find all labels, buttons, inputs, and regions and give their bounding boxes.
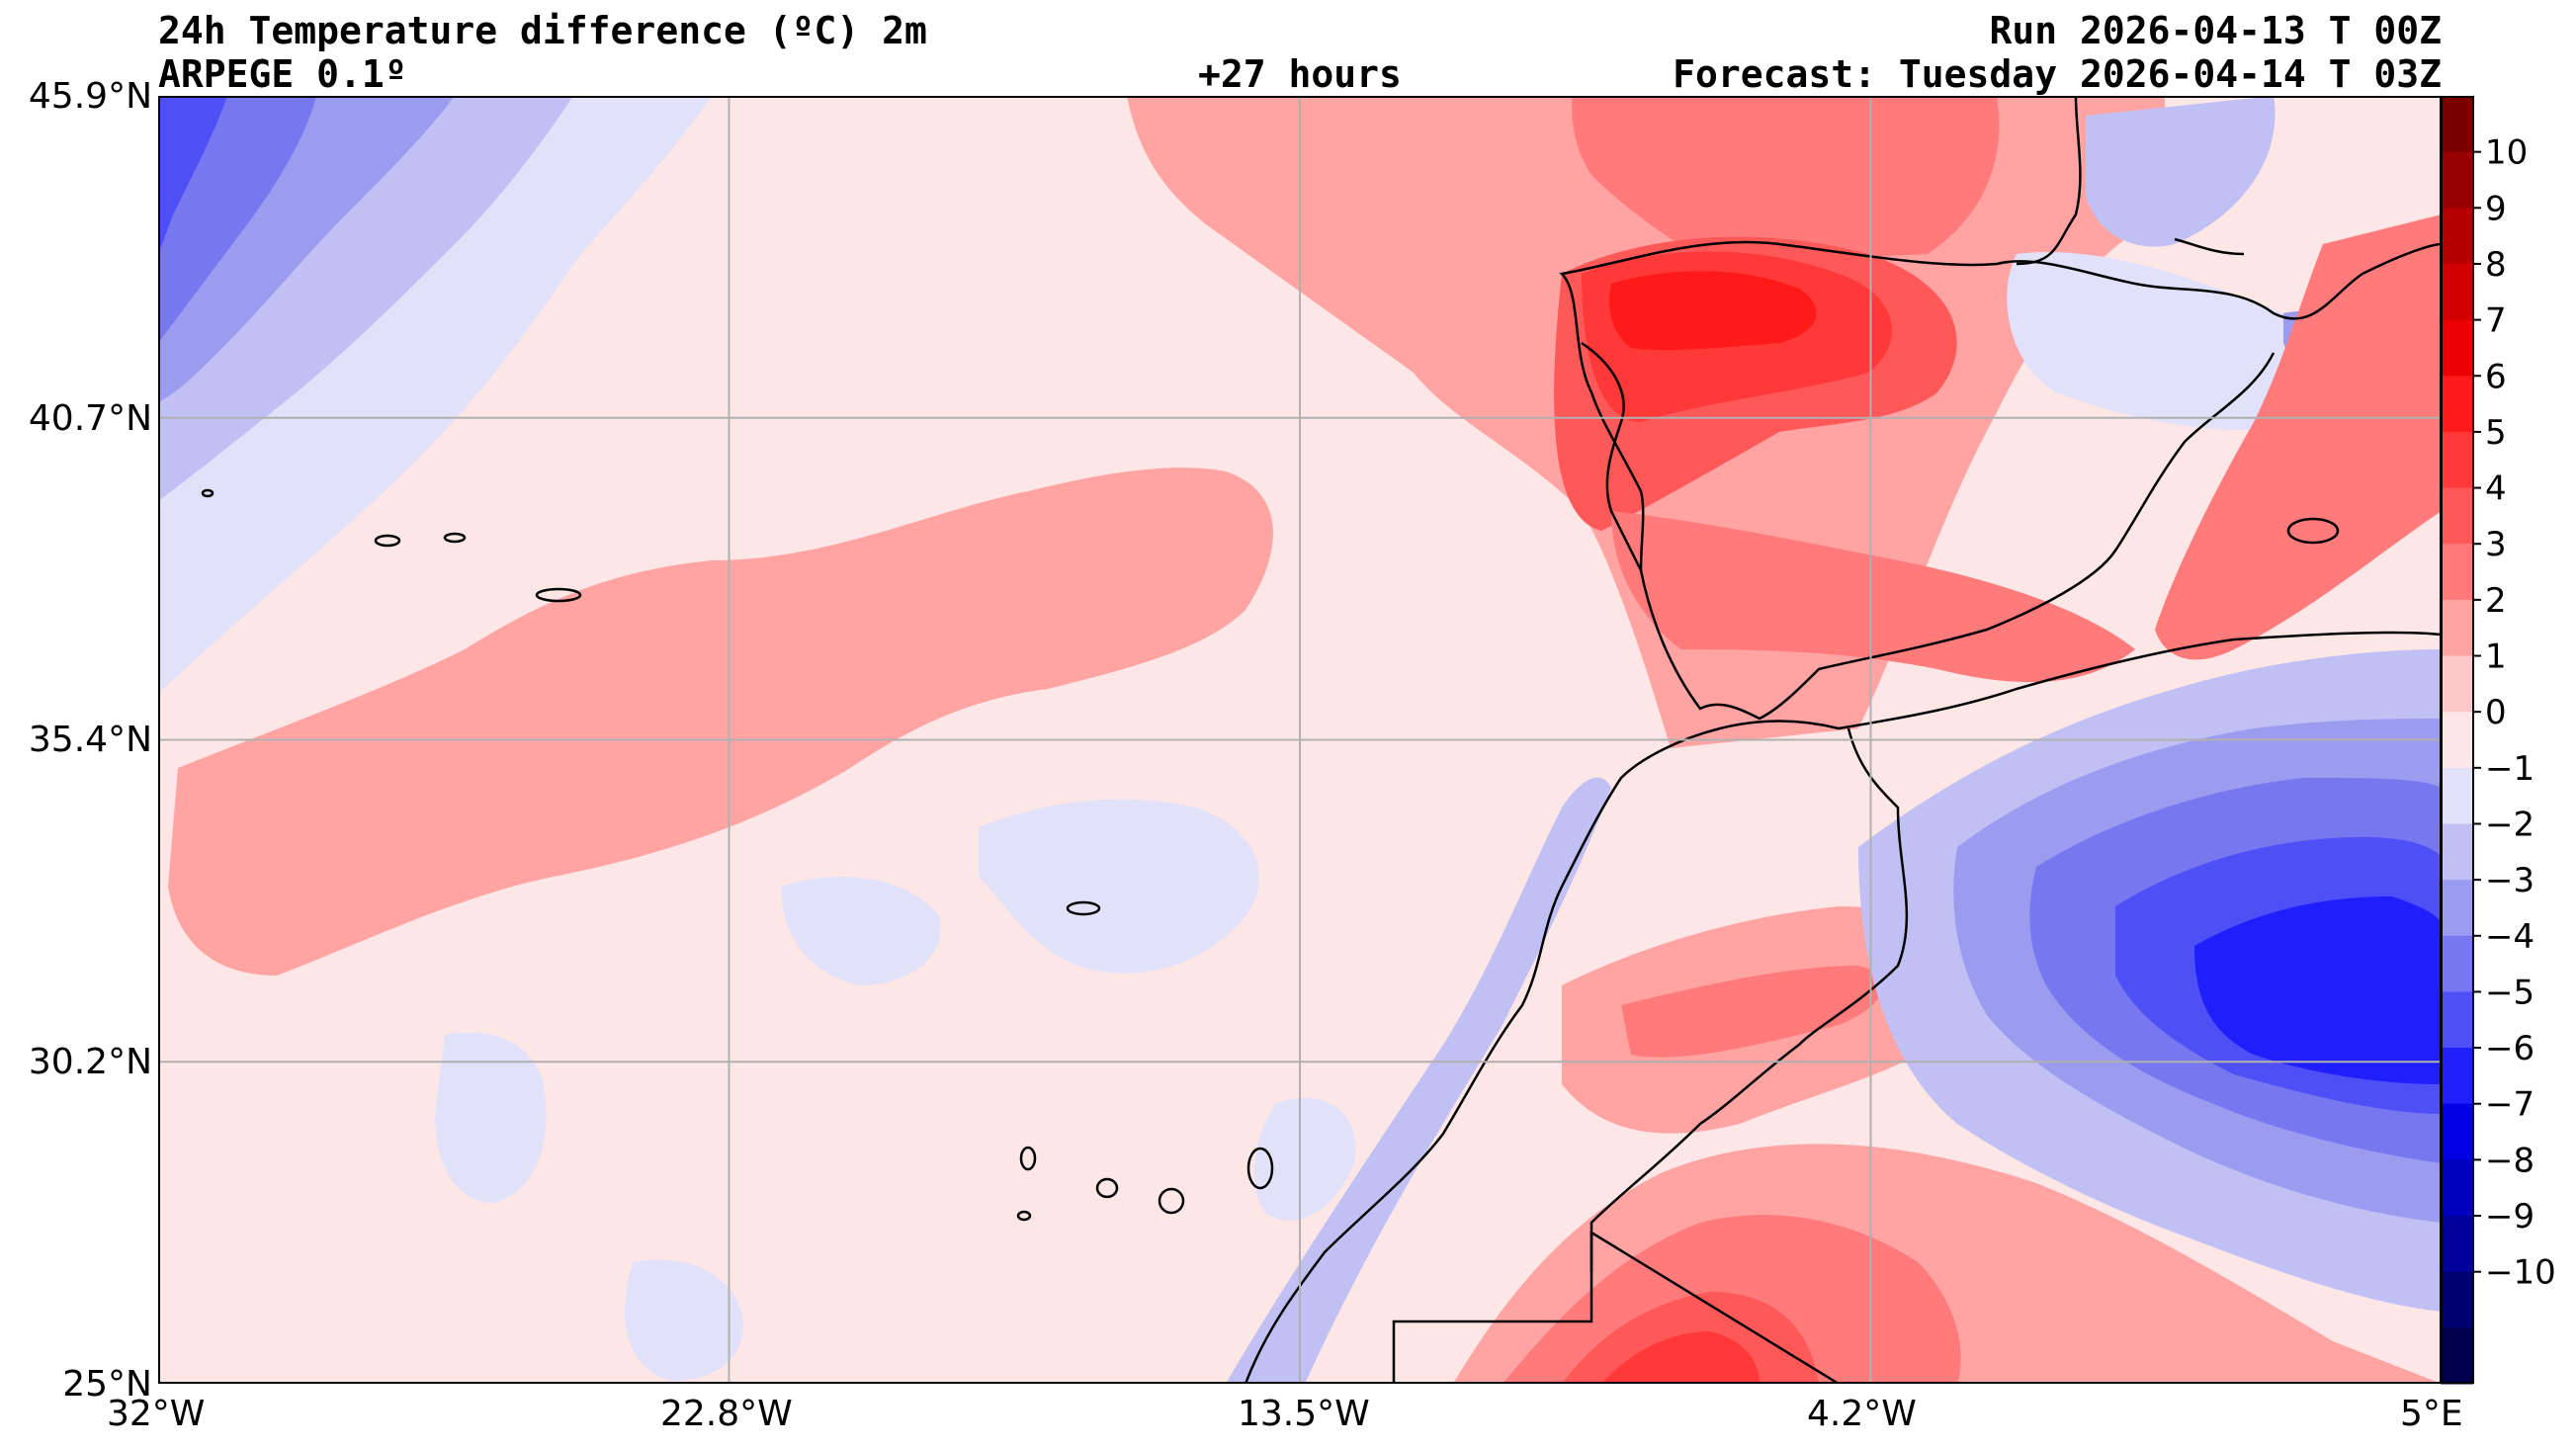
cool-patch-atlantic-2	[781, 877, 941, 985]
island-canary-1	[1019, 1146, 1037, 1171]
colorbar-swatch	[2441, 991, 2473, 1049]
island-balearic	[2286, 517, 2340, 545]
cool-area-northeast	[2007, 252, 2342, 431]
cool-patch-atlantic-3	[435, 1032, 547, 1203]
cool-patch-atlantic-4	[1254, 1097, 1356, 1221]
colorbar-swatch	[2441, 767, 2473, 824]
warm-core-iberia-3	[1609, 271, 1817, 351]
colorbar-swatch	[2441, 935, 2473, 992]
colorbar-tick-label: 1	[2485, 638, 2507, 677]
colorbar-swatch	[2441, 208, 2473, 265]
colorbar-swatch	[2441, 1327, 2473, 1385]
lat-tick-label: 35.4°N	[28, 720, 152, 760]
forecast-time: Forecast: Tuesday 2026-04-14 T 03Z	[1673, 52, 2442, 96]
colorbar-swatch	[2441, 319, 2473, 377]
colorbar-tick-label: −2	[2485, 805, 2534, 844]
colorbar-swatch	[2441, 599, 2473, 657]
colorbar-swatch	[2441, 487, 2473, 545]
island-azores-4	[535, 587, 582, 603]
border-portugal	[1581, 341, 1643, 571]
colorbar-tick-label: 5	[2485, 413, 2507, 453]
colorbar-swatch	[2441, 431, 2473, 489]
cool-region-northwest-5	[158, 96, 227, 254]
colorbar-tick-label: 2	[2485, 581, 2507, 621]
colorbar-tick-label: −5	[2485, 973, 2534, 1012]
lat-tick-label: 30.2°N	[28, 1042, 152, 1082]
colorbar-tick-label: 0	[2485, 693, 2507, 732]
border-western-sahara	[1392, 1230, 1840, 1384]
colorbar-swatch	[2441, 1271, 2473, 1328]
colorbar-tick-label: 10	[2485, 133, 2528, 173]
colorbar-swatch	[2441, 96, 2473, 153]
colorbar-swatch	[2441, 1216, 2473, 1273]
colorbar-tick-label: −3	[2485, 861, 2534, 900]
cool-patch-atlantic-1	[979, 799, 1259, 974]
warm-region-mediterranean	[2155, 214, 2442, 660]
warm-region-sahara-4	[1601, 1331, 1760, 1384]
colorbar-tick-label: 7	[2485, 301, 2507, 341]
colorbar-swatch	[2441, 151, 2473, 209]
warm-region-iberia-south	[1611, 511, 2135, 683]
border-france	[2016, 96, 2245, 266]
colorbar-swatch	[2441, 1159, 2473, 1217]
colorbar-swatch	[2441, 1103, 2473, 1160]
map-title: 24h Temperature difference (ºC) 2m	[158, 9, 927, 52]
island-azores-1	[201, 488, 215, 498]
island-azores-3	[443, 532, 467, 544]
island-azores-2	[374, 534, 401, 548]
colorbar-swatch	[2441, 655, 2473, 713]
lat-tick-label: 40.7°N	[28, 398, 152, 439]
island-canary-3	[1158, 1187, 1185, 1215]
colorbar-tick-label: 8	[2485, 245, 2507, 285]
lon-tick-label: 32°W	[107, 1394, 206, 1434]
coastlines	[201, 96, 2442, 1384]
cool-strip-african-coast	[1226, 777, 1611, 1384]
colorbar-swatch	[2441, 880, 2473, 937]
colorbar-tick-label: −9	[2485, 1197, 2534, 1236]
colorbar-tick-label: −7	[2485, 1085, 2534, 1125]
warm-region-morocco-2	[1621, 966, 1883, 1058]
model-name: ARPEGE 0.1º	[158, 52, 407, 96]
lon-tick-label: 4.2°W	[1807, 1394, 1917, 1434]
colorbar-tick-label: 4	[2485, 469, 2507, 509]
run-time: Run 2026-04-13 T 00Z	[1989, 9, 2442, 52]
lat-tick-label: 25°N	[62, 1364, 152, 1405]
cool-patch-atlantic-5	[625, 1259, 743, 1381]
lon-tick-label: 5°E	[2400, 1394, 2463, 1434]
colorbar-swatch	[2441, 376, 2473, 433]
island-canary-5	[1016, 1210, 1032, 1222]
gridlines	[158, 96, 2442, 1384]
coast-africa	[1244, 631, 2442, 1384]
island-canary-2	[1095, 1177, 1119, 1199]
lon-tick-label: 22.8°W	[660, 1394, 793, 1434]
lat-tick-label: 45.9°N	[28, 76, 152, 117]
colorbar-tick-label: 3	[2485, 525, 2507, 564]
colorbar-swatch	[2441, 544, 2473, 601]
colorbar-tick-label: −1	[2485, 749, 2534, 789]
lon-tick-label: 13.5°W	[1238, 1394, 1370, 1434]
cool-area-northeast-2	[2086, 96, 2275, 247]
coast-iberia	[1559, 240, 2442, 721]
warm-band-atlantic	[168, 468, 1273, 976]
colorbar-tick-label: −4	[2485, 917, 2534, 957]
colorbar-tick-label: −10	[2485, 1253, 2556, 1293]
colorbar-tick-label: −8	[2485, 1141, 2534, 1180]
colorbar-swatch	[2441, 823, 2473, 881]
colorbar-swatch	[2441, 1048, 2473, 1105]
colorbar-frame	[2441, 96, 2474, 1384]
colorbar-tick-label: 6	[2485, 357, 2507, 396]
island-canary-4	[1246, 1147, 1274, 1190]
border-morocco-algeria	[1589, 727, 1909, 1272]
colorbar-swatch	[2441, 712, 2473, 769]
island-madeira	[1066, 900, 1101, 916]
temperature-difference-map	[158, 96, 2442, 1384]
colorbar-tick-label: −6	[2485, 1029, 2534, 1068]
colorbar-tick-label: 9	[2485, 189, 2507, 228]
lead-time: +27 hours	[1198, 52, 1402, 96]
colorbar-swatch	[2441, 263, 2473, 321]
cold-pool-algeria-5	[2194, 896, 2442, 1084]
warm-region-biscay-2	[1572, 96, 2000, 264]
